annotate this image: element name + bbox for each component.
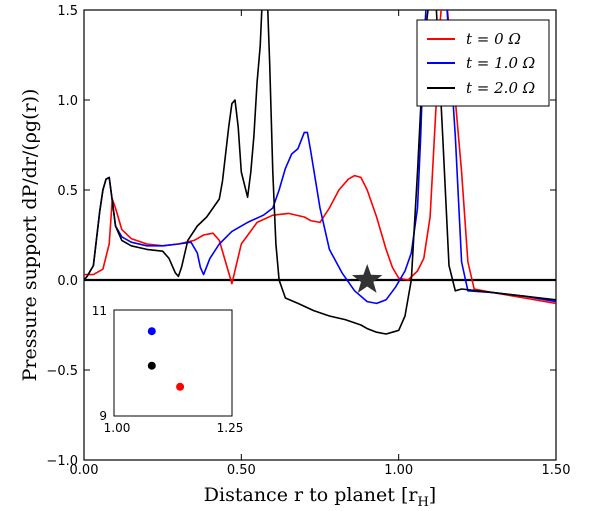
y-tick-label: 1.5 (57, 4, 78, 19)
y-axis-title: Pressure support dP/dr/(ρg(r)) (19, 89, 41, 382)
x-tick-label: 1.50 (542, 463, 571, 478)
legend-label-t1: t = 1.0 Ω (466, 54, 535, 72)
inset-point (176, 382, 185, 391)
inset-y-tick-bottom: 9 (99, 409, 107, 423)
y-axis-ticks: −1.0 −0.5 0.0 0.5 1.0 1.5 (46, 4, 556, 469)
inset-point (147, 361, 156, 370)
inset-x-tick-right: 1.25 (217, 421, 244, 435)
y-tick-label: −0.5 (46, 364, 78, 379)
y-tick-label: 1.0 (57, 94, 78, 109)
y-tick-label: −1.0 (46, 454, 78, 469)
legend: t = 0 Ω t = 1.0 Ω t = 2.0 Ω (416, 19, 550, 107)
series-line-t0 (84, 10, 556, 305)
star-marker (352, 264, 383, 293)
legend-label-t2: t = 2.0 Ω (466, 79, 535, 97)
x-axis-ticks: 0.00 0.50 1.00 1.50 (70, 10, 571, 478)
y-tick-label: 0.5 (57, 184, 78, 199)
x-axis-title: Distance r to planet [rH] (204, 484, 436, 510)
inset-point (147, 327, 156, 336)
x-tick-label: 0.00 (70, 463, 99, 478)
series-line-t1 (84, 10, 556, 305)
y-tick-label: 0.0 (57, 274, 78, 289)
x-tick-label: 1.00 (384, 463, 413, 478)
series-line-t2 (84, 10, 556, 335)
legend-label-t0: t = 0 Ω (466, 30, 521, 48)
inset-frame (113, 309, 233, 417)
inset-y-tick-top: 11 (92, 304, 107, 318)
inset-plot: 11 9 1.00 1.25 (92, 304, 244, 435)
x-tick-label: 0.50 (227, 463, 256, 478)
inset-x-tick-left: 1.00 (104, 421, 131, 435)
